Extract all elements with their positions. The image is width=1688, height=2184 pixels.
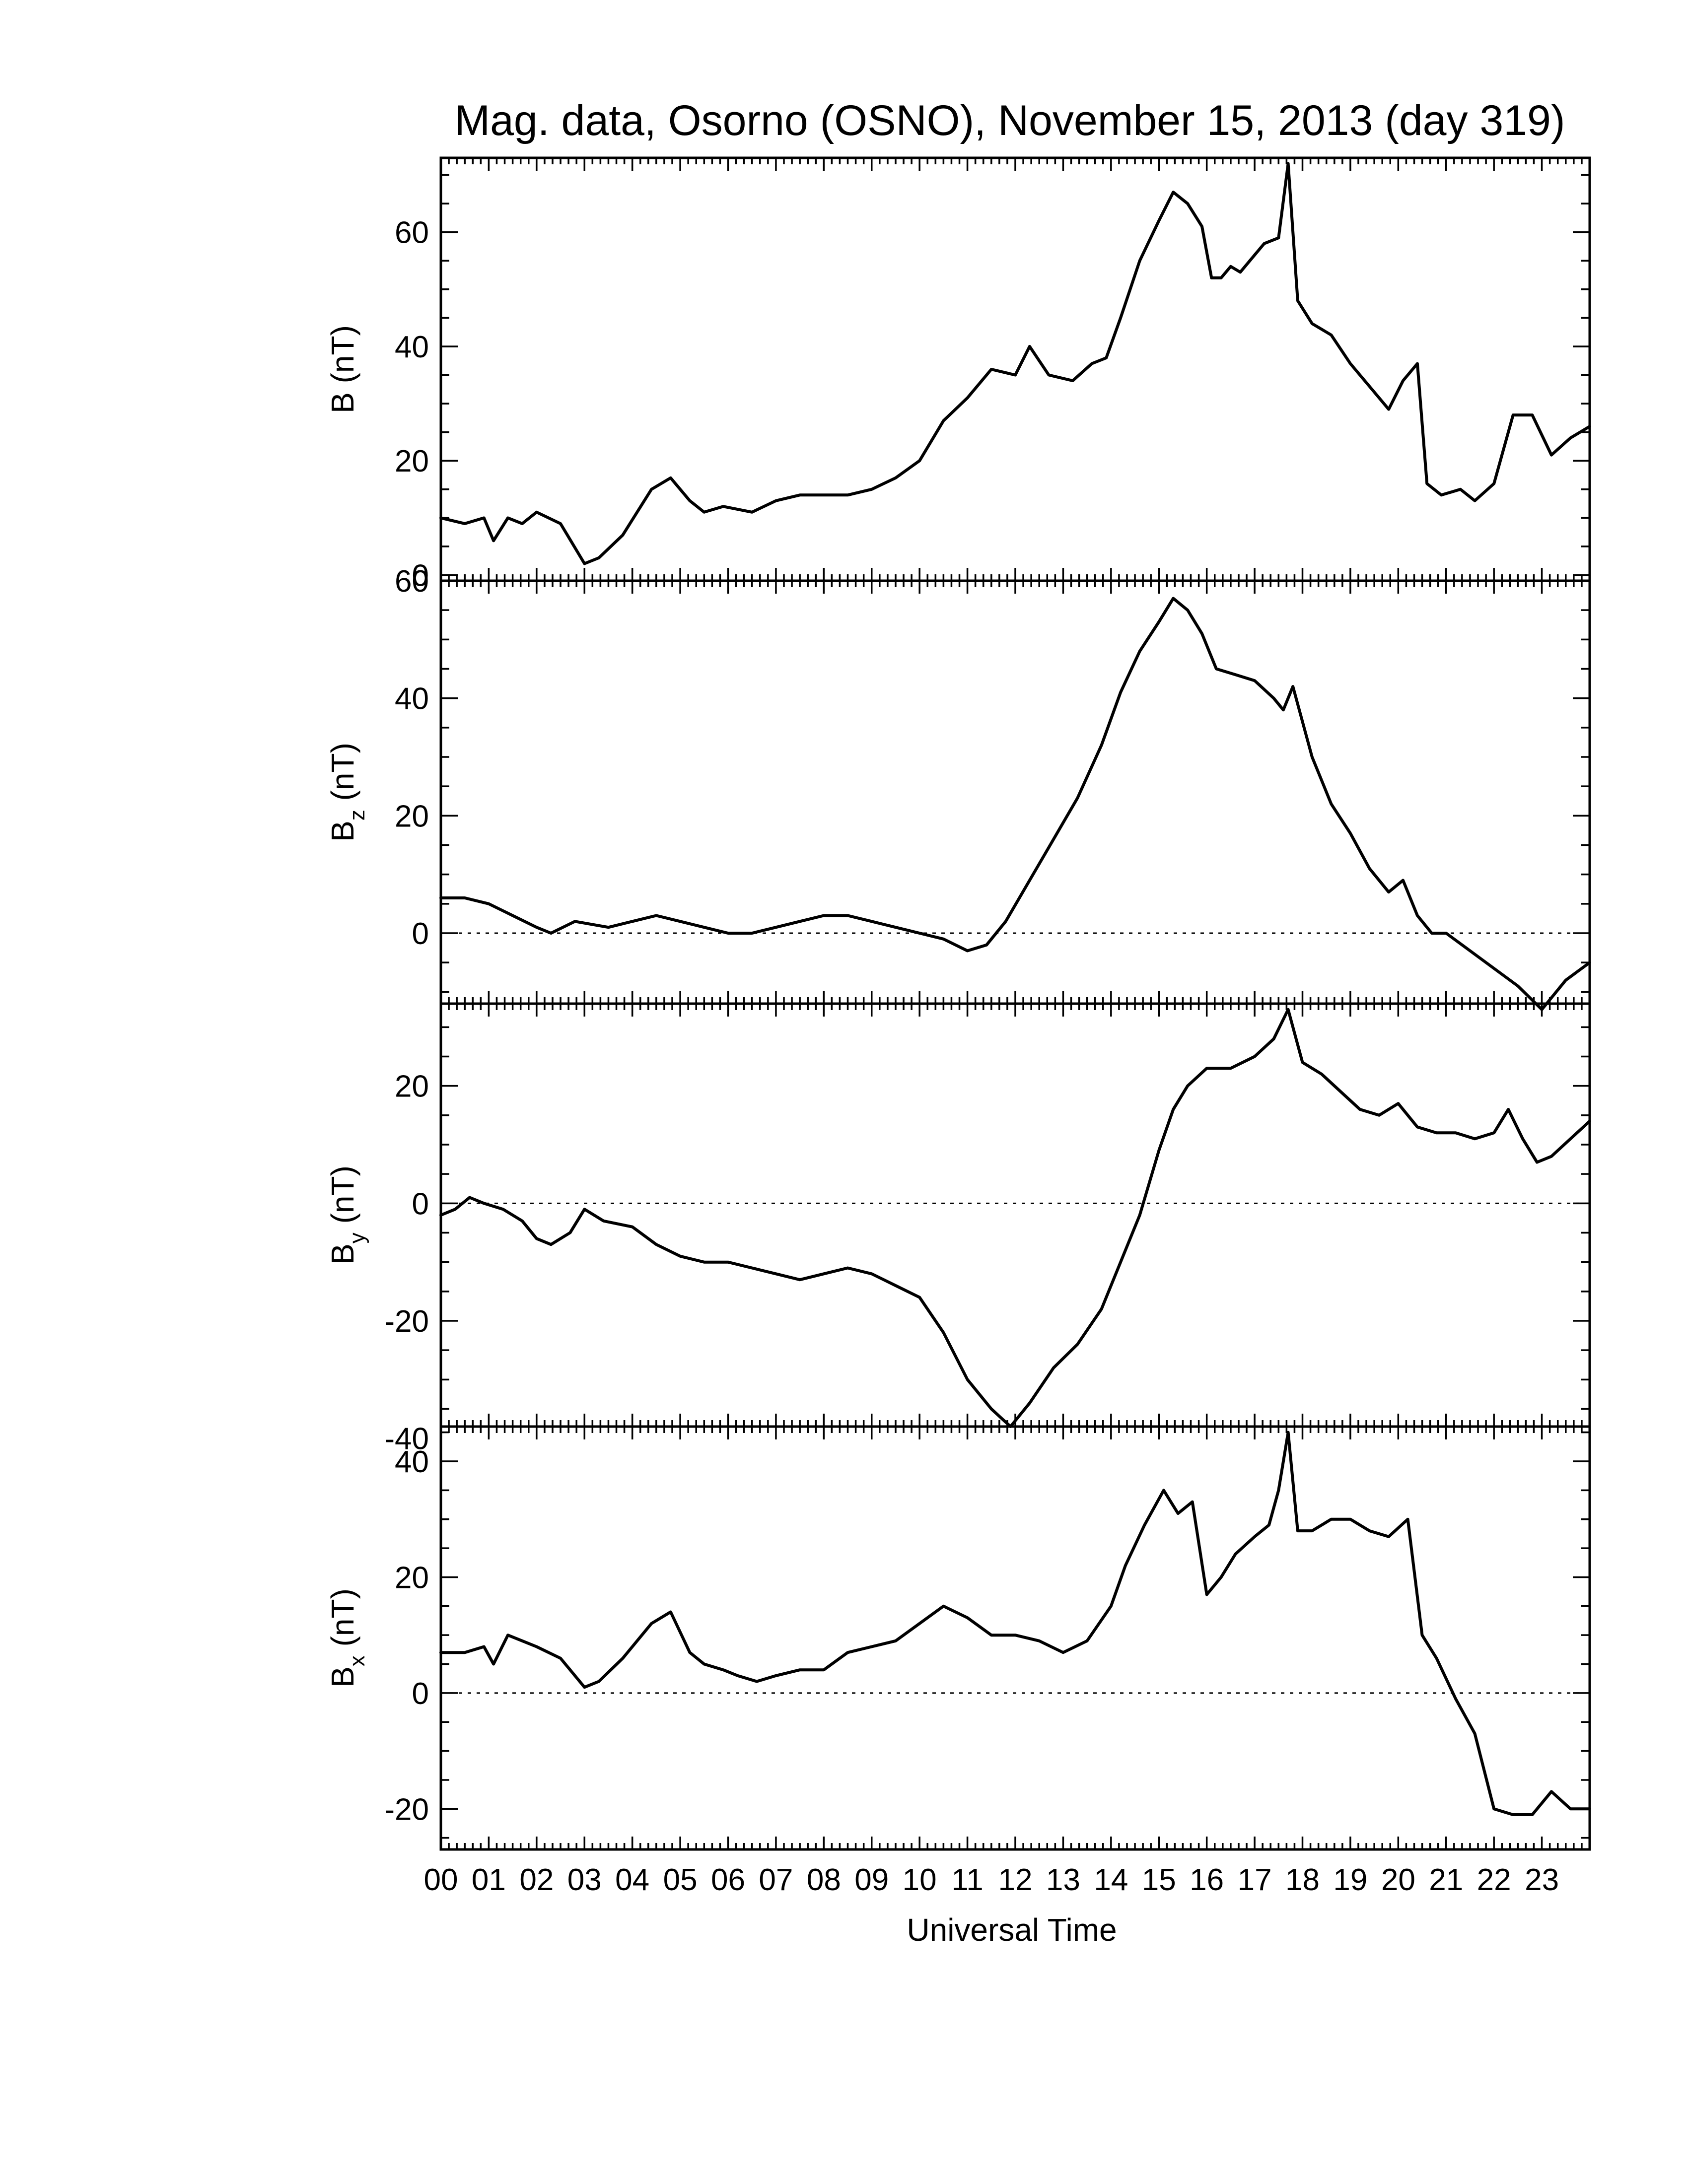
x-tick-label: 07 — [759, 1863, 793, 1897]
x-tick-label: 05 — [663, 1863, 698, 1897]
y-tick-label: 20 — [395, 444, 429, 478]
x-tick-label: 17 — [1238, 1863, 1272, 1897]
x-tick-label: 04 — [615, 1863, 649, 1897]
series-line-Bx — [439, 1431, 1591, 1816]
x-tick-label: 10 — [903, 1863, 937, 1897]
series-line-Bz — [439, 597, 1591, 1011]
series-line-B — [439, 162, 1591, 565]
y-tick-label: 0 — [412, 1677, 429, 1711]
y-axis-label-main: B — [325, 1243, 360, 1265]
x-tick-label: 23 — [1525, 1863, 1559, 1897]
x-tick-label: 18 — [1285, 1863, 1320, 1897]
y-axis-label: By (nT) — [325, 1165, 369, 1265]
y-axis-label-main: B — [325, 392, 360, 413]
y-axis-label-main: B — [325, 1666, 360, 1688]
plot-frame — [439, 1425, 1591, 1851]
y-tick-label: -20 — [384, 1304, 429, 1339]
y-tick-label: 0 — [412, 917, 429, 951]
y-tick-label: 20 — [395, 799, 429, 833]
panel-B: 0 20 40 60 B (nT) — [325, 156, 1591, 593]
panel-Bx: -20 0 20 40 Bx (nT) — [325, 1425, 1591, 1851]
y-tick-label: -20 — [384, 1792, 429, 1827]
y-tick-label: 60 — [395, 216, 429, 250]
series-line-By — [439, 1008, 1591, 1428]
x-tick-label: 20 — [1381, 1863, 1415, 1897]
y-axis-label-main: B — [325, 820, 360, 842]
y-tick-label: -40 — [384, 1422, 429, 1456]
y-tick-label: 40 — [395, 1445, 429, 1479]
x-tick-label: 16 — [1190, 1863, 1224, 1897]
y-tick-label: 0 — [412, 1187, 429, 1221]
x-axis: 00 01 02 03 04 05 06 07 08 09 10 11 12 13 14 15 16 17 18 19… — [424, 1863, 1559, 1897]
y-tick-label: 20 — [395, 1561, 429, 1595]
x-tick-label: 03 — [567, 1863, 602, 1897]
y-tick-label: 20 — [395, 1070, 429, 1104]
y-tick-label: 60 — [395, 564, 429, 599]
x-tick-label: 19 — [1333, 1863, 1367, 1897]
x-tick-label: 08 — [807, 1863, 841, 1897]
y-axis-label-unit: (nT) — [325, 743, 360, 810]
y-tick-label: 40 — [395, 330, 429, 364]
y-axis-label: B (nT) — [325, 325, 360, 413]
y-axis-label: Bx (nT) — [325, 1588, 369, 1688]
y-axis-label-subscript: x — [345, 1655, 369, 1666]
y-axis-label-unit: (nT) — [325, 1588, 360, 1655]
y-axis-label: Bz (nT) — [325, 743, 369, 842]
x-tick-label: 21 — [1429, 1863, 1463, 1897]
x-tick-label: 15 — [1142, 1863, 1176, 1897]
x-tick-label: 22 — [1477, 1863, 1511, 1897]
y-axis-label-unit: (nT) — [325, 325, 360, 392]
y-axis-label-subscript: z — [345, 810, 369, 820]
chart-title: Mag. data, Osorno (OSNO), November 15, 2… — [454, 97, 1565, 144]
x-tick-label: 00 — [424, 1863, 458, 1897]
x-tick-label: 02 — [519, 1863, 554, 1897]
y-axis-label-unit: (nT) — [325, 1165, 360, 1232]
x-tick-label: 01 — [472, 1863, 506, 1897]
y-axis-label-subscript: y — [345, 1232, 369, 1243]
x-tick-label: 11 — [951, 1863, 983, 1897]
x-tick-label: 06 — [711, 1863, 745, 1897]
y-tick-label: 40 — [395, 682, 429, 716]
panels: 0 20 40 60 B (nT) 0 20 40 60 Bz (nT) -40 -20 0 20 By (… — [325, 156, 1591, 1851]
x-tick-label: 12 — [998, 1863, 1033, 1897]
x-tick-label: 09 — [854, 1863, 889, 1897]
x-tick-label: 13 — [1046, 1863, 1080, 1897]
x-axis-label: Universal Time — [907, 1912, 1117, 1948]
y-tick-label: 0 — [412, 558, 429, 593]
x-tick-label: 14 — [1094, 1863, 1128, 1897]
